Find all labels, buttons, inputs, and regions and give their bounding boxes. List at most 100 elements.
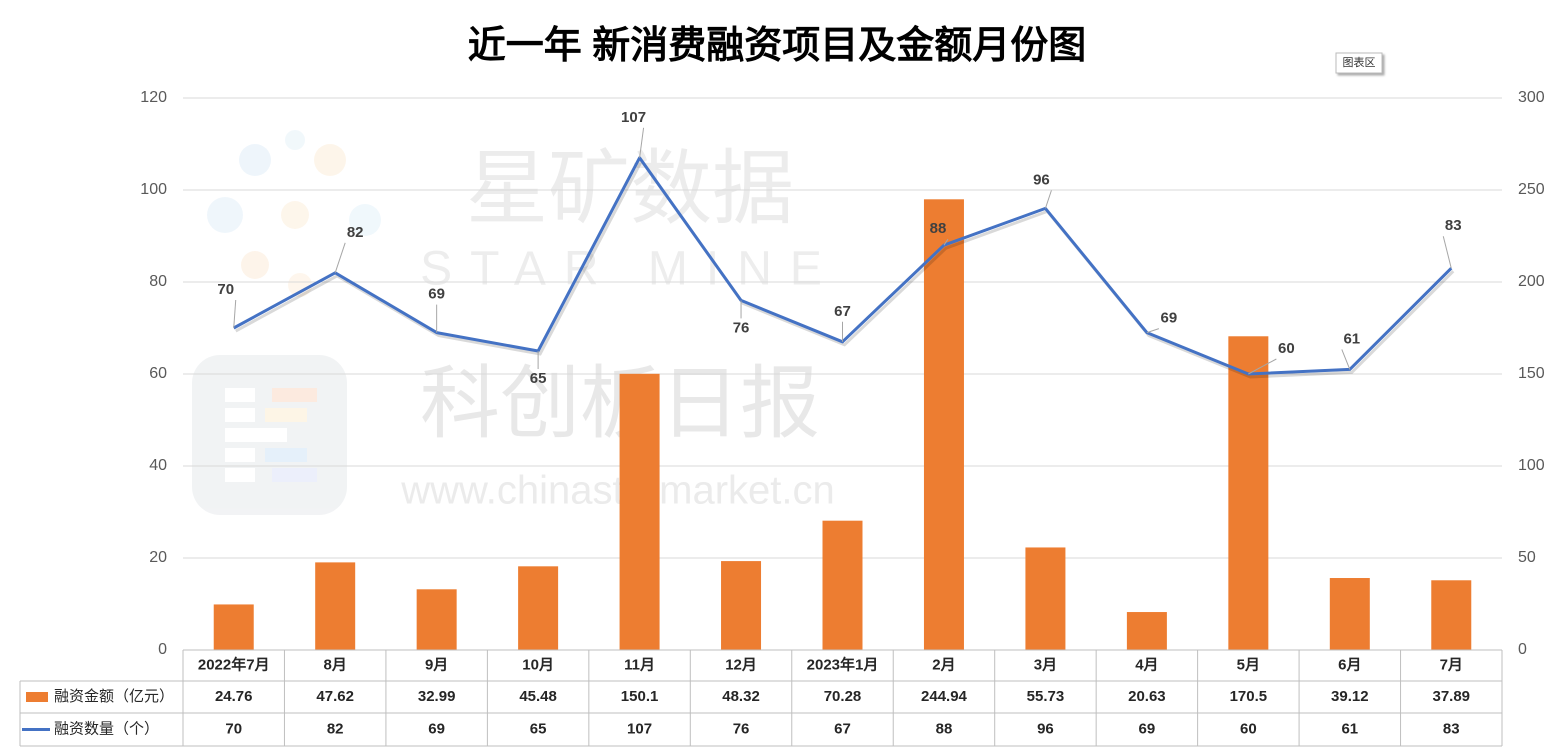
data-label: 107 <box>621 109 646 126</box>
table-value: 61 <box>1341 720 1358 737</box>
y-tick-label: 20 <box>149 549 167 566</box>
x-tick-label: 11月 <box>624 656 655 673</box>
watermark-logo <box>192 130 381 515</box>
x-tick-label: 12月 <box>725 656 757 673</box>
table-value: 82 <box>327 720 344 737</box>
tooltip-box <box>1335 52 1383 74</box>
y2-tick-label: 50 <box>1518 549 1536 566</box>
table-value: 83 <box>1443 720 1460 737</box>
data-label: 88 <box>930 220 947 237</box>
data-label: 67 <box>834 303 851 320</box>
y2-tick-label: 300 <box>1518 89 1545 106</box>
table-value: 69 <box>428 720 445 737</box>
legend-label: 融资金额（亿元） <box>54 688 174 705</box>
table-value: 244.94 <box>921 688 968 705</box>
tooltip: 图表区 <box>1343 55 1376 69</box>
leader-line <box>233 299 237 329</box>
data-label: 70 <box>217 281 234 298</box>
table-value: 47.62 <box>316 688 354 705</box>
table-value: 70.28 <box>824 688 862 705</box>
legend-label: 融资数量（个） <box>54 720 159 737</box>
bar <box>822 520 863 650</box>
bar <box>1025 547 1066 650</box>
table-value: 70 <box>225 720 242 737</box>
data-label: 69 <box>1161 310 1178 327</box>
bar <box>1126 612 1167 650</box>
table-value: 55.73 <box>1027 688 1065 705</box>
bar <box>518 566 559 650</box>
data-label: 82 <box>347 224 364 241</box>
leader-line <box>1341 349 1351 370</box>
y2-tick-label: 0 <box>1518 641 1527 658</box>
leader-line <box>1044 190 1052 209</box>
table-value: 37.89 <box>1432 688 1470 705</box>
y-tick-label: 60 <box>149 365 167 382</box>
legend-swatch <box>26 692 48 702</box>
x-tick-label: 9月 <box>425 656 448 673</box>
table-value: 96 <box>1037 720 1054 737</box>
watermark: STAR MINE <box>420 243 840 296</box>
data-label: 83 <box>1445 217 1462 234</box>
bar <box>1329 578 1370 650</box>
table-value: 60 <box>1240 720 1257 737</box>
watermark: 星矿数据 <box>466 144 794 235</box>
x-tick-label: 8月 <box>324 656 347 673</box>
leader-line <box>943 238 949 246</box>
table-value: 67 <box>834 720 851 737</box>
data-label: 65 <box>530 370 547 387</box>
x-tick-label: 2月 <box>932 656 955 673</box>
y2-tick-label: 100 <box>1518 457 1545 474</box>
bar <box>721 561 762 650</box>
table-value: 65 <box>530 720 547 737</box>
watermark: www.chinastarmarket.cn <box>400 469 834 513</box>
bar <box>1228 336 1269 650</box>
x-tick-label: 2022年7月 <box>198 655 270 673</box>
table-value: 170.5 <box>1230 688 1268 705</box>
y-tick-label: 100 <box>140 181 167 198</box>
bar <box>416 589 457 650</box>
y-tick-label: 120 <box>140 89 167 106</box>
x-tick-label: 4月 <box>1135 656 1158 673</box>
x-tick-label: 6月 <box>1338 656 1361 673</box>
leader-line <box>639 127 645 158</box>
data-label: 60 <box>1278 340 1295 357</box>
table-value: 69 <box>1139 720 1156 737</box>
data-label: 76 <box>733 319 750 336</box>
table-value: 32.99 <box>418 688 456 705</box>
x-tick-label: 10月 <box>522 656 554 673</box>
leader-line <box>1442 236 1452 269</box>
y2-tick-label: 250 <box>1518 181 1545 198</box>
table-value: 150.1 <box>621 688 659 705</box>
bar <box>315 562 356 650</box>
table-value: 20.63 <box>1128 688 1166 705</box>
table-value: 45.48 <box>519 688 557 705</box>
y-tick-label: 80 <box>149 273 167 290</box>
data-label: 69 <box>428 286 445 303</box>
bar <box>923 199 964 650</box>
bar <box>213 604 254 650</box>
leader-line <box>1248 358 1277 375</box>
data-label: 61 <box>1343 330 1360 347</box>
table-value: 107 <box>627 720 652 737</box>
leader-line <box>334 242 346 273</box>
y2-tick-label: 150 <box>1518 365 1545 382</box>
table-value: 48.32 <box>722 688 760 705</box>
line-shadow <box>235 157 1455 379</box>
table-value: 39.12 <box>1331 688 1369 705</box>
y2-tick-label: 200 <box>1518 273 1545 290</box>
bar <box>619 373 660 650</box>
x-tick-label: 5月 <box>1237 656 1260 673</box>
table-value: 88 <box>936 720 953 737</box>
y-tick-label: 40 <box>149 457 167 474</box>
x-tick-label: 2023年1月 <box>807 655 879 673</box>
table-value: 24.76 <box>215 688 253 705</box>
chart-title: 近一年 新消费融资项目及金额月份图 <box>468 24 1087 67</box>
leader-line <box>1146 328 1160 334</box>
table-value: 76 <box>733 720 750 737</box>
x-tick-label: 3月 <box>1034 656 1057 673</box>
y-tick-label: 0 <box>158 641 167 658</box>
data-label: 96 <box>1033 171 1050 188</box>
x-tick-label: 7月 <box>1440 656 1463 673</box>
